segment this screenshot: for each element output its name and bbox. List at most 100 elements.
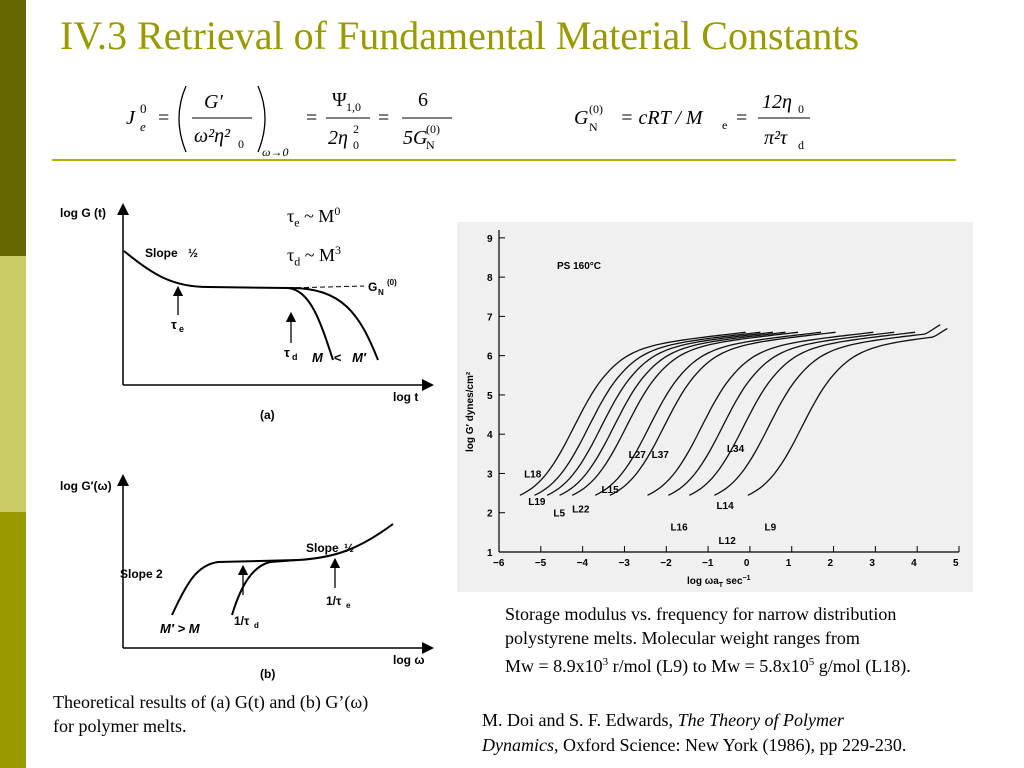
- figure-a-plateau-sup: (0): [387, 278, 397, 287]
- figure-c-x-tick-label: −3: [618, 558, 630, 569]
- figure-c-y-tick-label: 9: [487, 234, 493, 245]
- figure-c-series-label: L15: [601, 485, 619, 496]
- figure-c-y-tick-label: 6: [487, 352, 493, 363]
- eq1-psi-den-sup: 2: [353, 122, 359, 136]
- title-divider: [52, 159, 956, 161]
- figure-c-series-label: L5: [553, 509, 565, 520]
- figure-c-y-tick-label: 2: [487, 509, 493, 520]
- eq2-num: 12η: [762, 91, 792, 113]
- sidebar-stripe: [0, 0, 26, 768]
- figure-c-series-curve: [668, 331, 895, 496]
- sidebar-block-mid: [0, 512, 26, 768]
- figure-c-series-label: L19: [528, 497, 546, 508]
- eq1-right-paren: [257, 85, 266, 153]
- figure-c-experimental-data: PS 160°C log G′ dynes/cm² log ωaT sec−1 …: [457, 222, 973, 592]
- figure-a-plateau-line: [287, 285, 365, 289]
- figure-c-y-tick-label: 1: [487, 548, 493, 559]
- figure-c-x-tick-label: 5: [953, 558, 959, 569]
- figure-c-series-curve: [519, 331, 746, 496]
- figure-a-plateau-sub: N: [378, 288, 384, 297]
- figure-b-ylabel: log G′(ω): [60, 479, 112, 493]
- scaling-relations: τe ~ M0 τd ~ M3: [287, 198, 341, 275]
- figure-c-series-curve: [594, 331, 822, 496]
- reference-title-part2: Dynamics: [482, 735, 554, 755]
- figure-c-y-tick-label: 3: [487, 469, 493, 480]
- figure-c-xlabel: log ωaT sec−1: [687, 575, 751, 589]
- figure-c-series-curve: [714, 324, 941, 496]
- figure-c-series-curve: [647, 331, 874, 496]
- figure-a-m-comparison: M < M′: [312, 350, 367, 365]
- eq1-five-g-sup: (0): [426, 122, 440, 136]
- figure-b-slope-half-fraction: ½: [344, 541, 354, 555]
- figure-c-x-tick-label: 1: [786, 558, 792, 569]
- figure-a-panel-label: (a): [260, 408, 275, 422]
- eq1-equals-3: =: [378, 107, 389, 129]
- figure-c-series-label: L22: [572, 505, 590, 516]
- figure-c-plot-area: PS 160°C log G′ dynes/cm² log ωaT sec−1 …: [465, 230, 960, 589]
- figure-b-slope-half-label: Slope: [306, 541, 339, 555]
- figure-c-series-label: L27: [629, 450, 647, 461]
- figure-a-tau-e: τ: [171, 317, 177, 332]
- figure-b-slope2-label: Slope 2: [120, 567, 163, 581]
- figure-c-x-tick-label: −5: [535, 558, 547, 569]
- eq1-lhs-sup: 0: [140, 101, 147, 116]
- figure-c-series-curve: [571, 331, 799, 496]
- caption-right-line2: polystyrene melts. Molecular weight rang…: [505, 628, 860, 648]
- figure-c-series-label: L9: [765, 522, 777, 533]
- figure-a-plateau-label: G: [368, 280, 377, 294]
- figure-c-y-tick-label: 5: [487, 391, 493, 402]
- figure-c-x-tick-label: 4: [911, 558, 917, 569]
- compliance-equation: J 0 e = G′ ω²η² 0 ω→0 = Ψ 1,0 2η 2 0 = 6…: [126, 85, 452, 159]
- figure-c-x-tick-label: −6: [493, 558, 505, 569]
- figure-c-y-tick-label: 8: [487, 273, 493, 284]
- figure-b-one-tau-d: 1/τ: [234, 614, 250, 628]
- figure-a-tau-e-sub: e: [179, 324, 184, 334]
- figure-ab-caption: Theoretical results of (a) G(t) and (b) …: [53, 690, 473, 738]
- eq2-num-sub: 0: [798, 102, 804, 116]
- figure-b-m-comparison: M′ > M: [160, 621, 201, 636]
- figure-c-x-tick-label: 3: [869, 558, 875, 569]
- slide-title: IV.3 Retrieval of Fundamental Material C…: [60, 13, 860, 58]
- eq2-rhs: = cRT / M: [620, 107, 704, 129]
- figure-c-y-tick-label: 4: [487, 430, 493, 441]
- figure-c-series-curve: [534, 331, 761, 496]
- eq2-g-sub: N: [589, 120, 598, 134]
- eq1-equals-2: =: [306, 107, 317, 129]
- reference-title-part1: The Theory of Polymer: [677, 710, 845, 730]
- caption-left-line2: for polymer melts.: [53, 716, 187, 736]
- eq2-g-sup: (0): [589, 102, 603, 116]
- figure-a-tau-d-sub: d: [292, 352, 298, 362]
- eq2-g: G: [574, 107, 589, 129]
- eq1-psi-den-sub: 0: [353, 138, 359, 152]
- figure-c-x-tick-label: 0: [744, 558, 750, 569]
- reference-publisher: , Oxford Science: New York (1986), pp 22…: [553, 735, 907, 755]
- figure-c-series-curve: [559, 331, 786, 496]
- eq1-frac-den: ω²η²: [194, 125, 231, 147]
- eq1-lhs: J: [126, 107, 136, 129]
- figure-a-slope-label: Slope: [145, 246, 178, 260]
- eq1-psi: Ψ: [332, 89, 347, 111]
- eq1-psi-den: 2η: [328, 127, 348, 149]
- figure-c-series-label: L37: [652, 450, 670, 461]
- eq1-psi-sub: 1,0: [346, 100, 361, 114]
- figure-a-relaxation-modulus: log G (t) Slope ½ G N (0) τ e τ d M < M′…: [60, 203, 434, 422]
- figure-a-xlabel: log t: [393, 390, 418, 404]
- figure-a-ylabel: log G (t): [60, 206, 106, 220]
- figure-c-series-label: L34: [727, 444, 745, 455]
- figure-c-caption: Storage modulus vs. frequency for narrow…: [505, 602, 1024, 678]
- figure-c-ylabel: log G′ dynes/cm²: [465, 371, 476, 452]
- figure-c-x-tick-label: −2: [660, 558, 672, 569]
- figure-c-series-label: L18: [524, 469, 542, 480]
- figure-b-curve-high-m: [171, 523, 394, 616]
- figure-b-one-tau-d-sub: d: [254, 621, 259, 630]
- caption-left-line1: Theoretical results of (a) G(t) and (b) …: [53, 692, 369, 712]
- figure-b-storage-modulus: log G′(ω) Slope ½ Slope 2 1/τ d 1/τ e M′…: [60, 474, 434, 681]
- tau-e-scaling: τe ~ M0: [287, 204, 341, 230]
- figure-c-series-curve: [747, 327, 948, 496]
- figure-c-y-tick-label: 7: [487, 312, 493, 323]
- caption-right-line1: Storage modulus vs. frequency for narrow…: [505, 604, 897, 624]
- eq2-equals: =: [736, 107, 747, 129]
- tau-d-scaling: τd ~ M3: [287, 242, 341, 269]
- eq1-frac-den-sub: 0: [238, 137, 244, 151]
- figure-b-one-tau-e-sub: e: [346, 601, 351, 610]
